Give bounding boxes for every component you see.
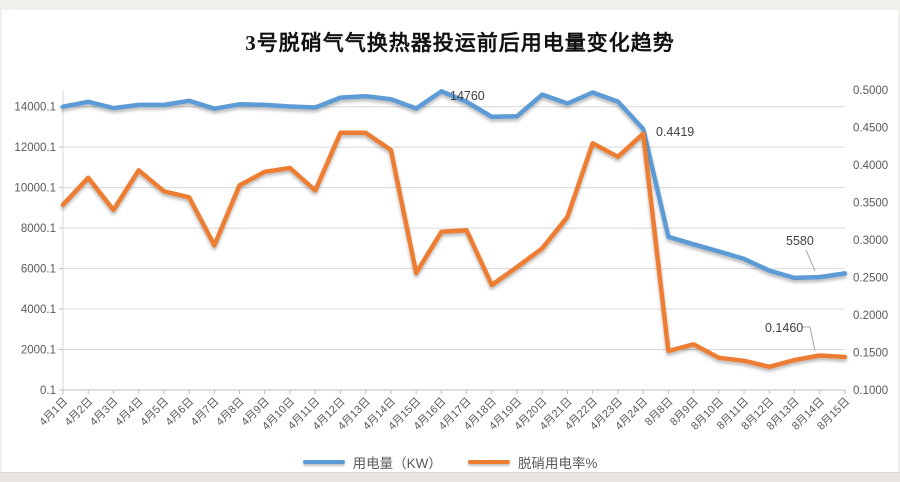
y-axis-label-left: 12000.1 — [14, 142, 56, 154]
data-label: 0.4419 — [656, 125, 694, 139]
chart-title: 3号脱硝气气换热器投运前后用电量变化趋势 — [245, 31, 675, 55]
y-axis-label-left: 10000.1 — [14, 183, 56, 195]
y-axis-label-left: 0.1 — [40, 385, 56, 397]
y-axis-label-right: 0.4000 — [853, 160, 888, 172]
annotation-leader-line — [802, 326, 816, 352]
annotation-leader-line — [805, 249, 816, 272]
y-axis-label-left: 14000.1 — [14, 102, 56, 114]
y-axis-label-left: 4000.1 — [21, 304, 56, 316]
legend-item-rate[interactable]: 脱硝用电率% — [467, 452, 598, 472]
legend-label-consumption: 用电量（KW） — [352, 456, 442, 471]
series-line-rate — [60, 130, 848, 370]
legend: 用电量（KW） 脱硝用电率% — [0, 452, 900, 472]
y-axis-label-right: 0.2500 — [853, 273, 888, 285]
y-axis-label-right: 0.2000 — [853, 310, 888, 322]
data-label: 5580 — [786, 234, 814, 248]
y-axis-label-left: 2000.1 — [21, 345, 56, 357]
data-label: 0.1460 — [765, 321, 803, 335]
y-axis-label-right: 0.3000 — [853, 235, 888, 247]
series-line-consumption — [60, 89, 848, 281]
y-axis-label-left: 8000.1 — [21, 223, 56, 235]
y-axis-label-right: 0.1000 — [853, 385, 888, 397]
legend-item-consumption[interactable]: 用电量（KW） — [302, 452, 442, 472]
plot-area: 0.1 2000.1 4000.1 6000.1 8000.1 10000.1 12000.… — [14, 85, 888, 433]
y-axis-label-right: 0.3500 — [853, 198, 888, 210]
legend-swatch-rate — [467, 459, 510, 465]
chart-panel — [2, 10, 898, 473]
y-axis-label-right: 0.5000 — [853, 85, 888, 97]
y-axis-label-left: 6000.1 — [21, 264, 56, 276]
y-axis-label-right: 0.1500 — [853, 348, 888, 360]
bottom-frame-strip — [0, 472, 900, 482]
data-label: 14760 — [450, 89, 485, 103]
y-axis-label-right: 0.4500 — [853, 123, 888, 135]
legend-swatch-consumption — [302, 459, 345, 465]
legend-label-rate: 脱硝用电率% — [517, 456, 598, 471]
